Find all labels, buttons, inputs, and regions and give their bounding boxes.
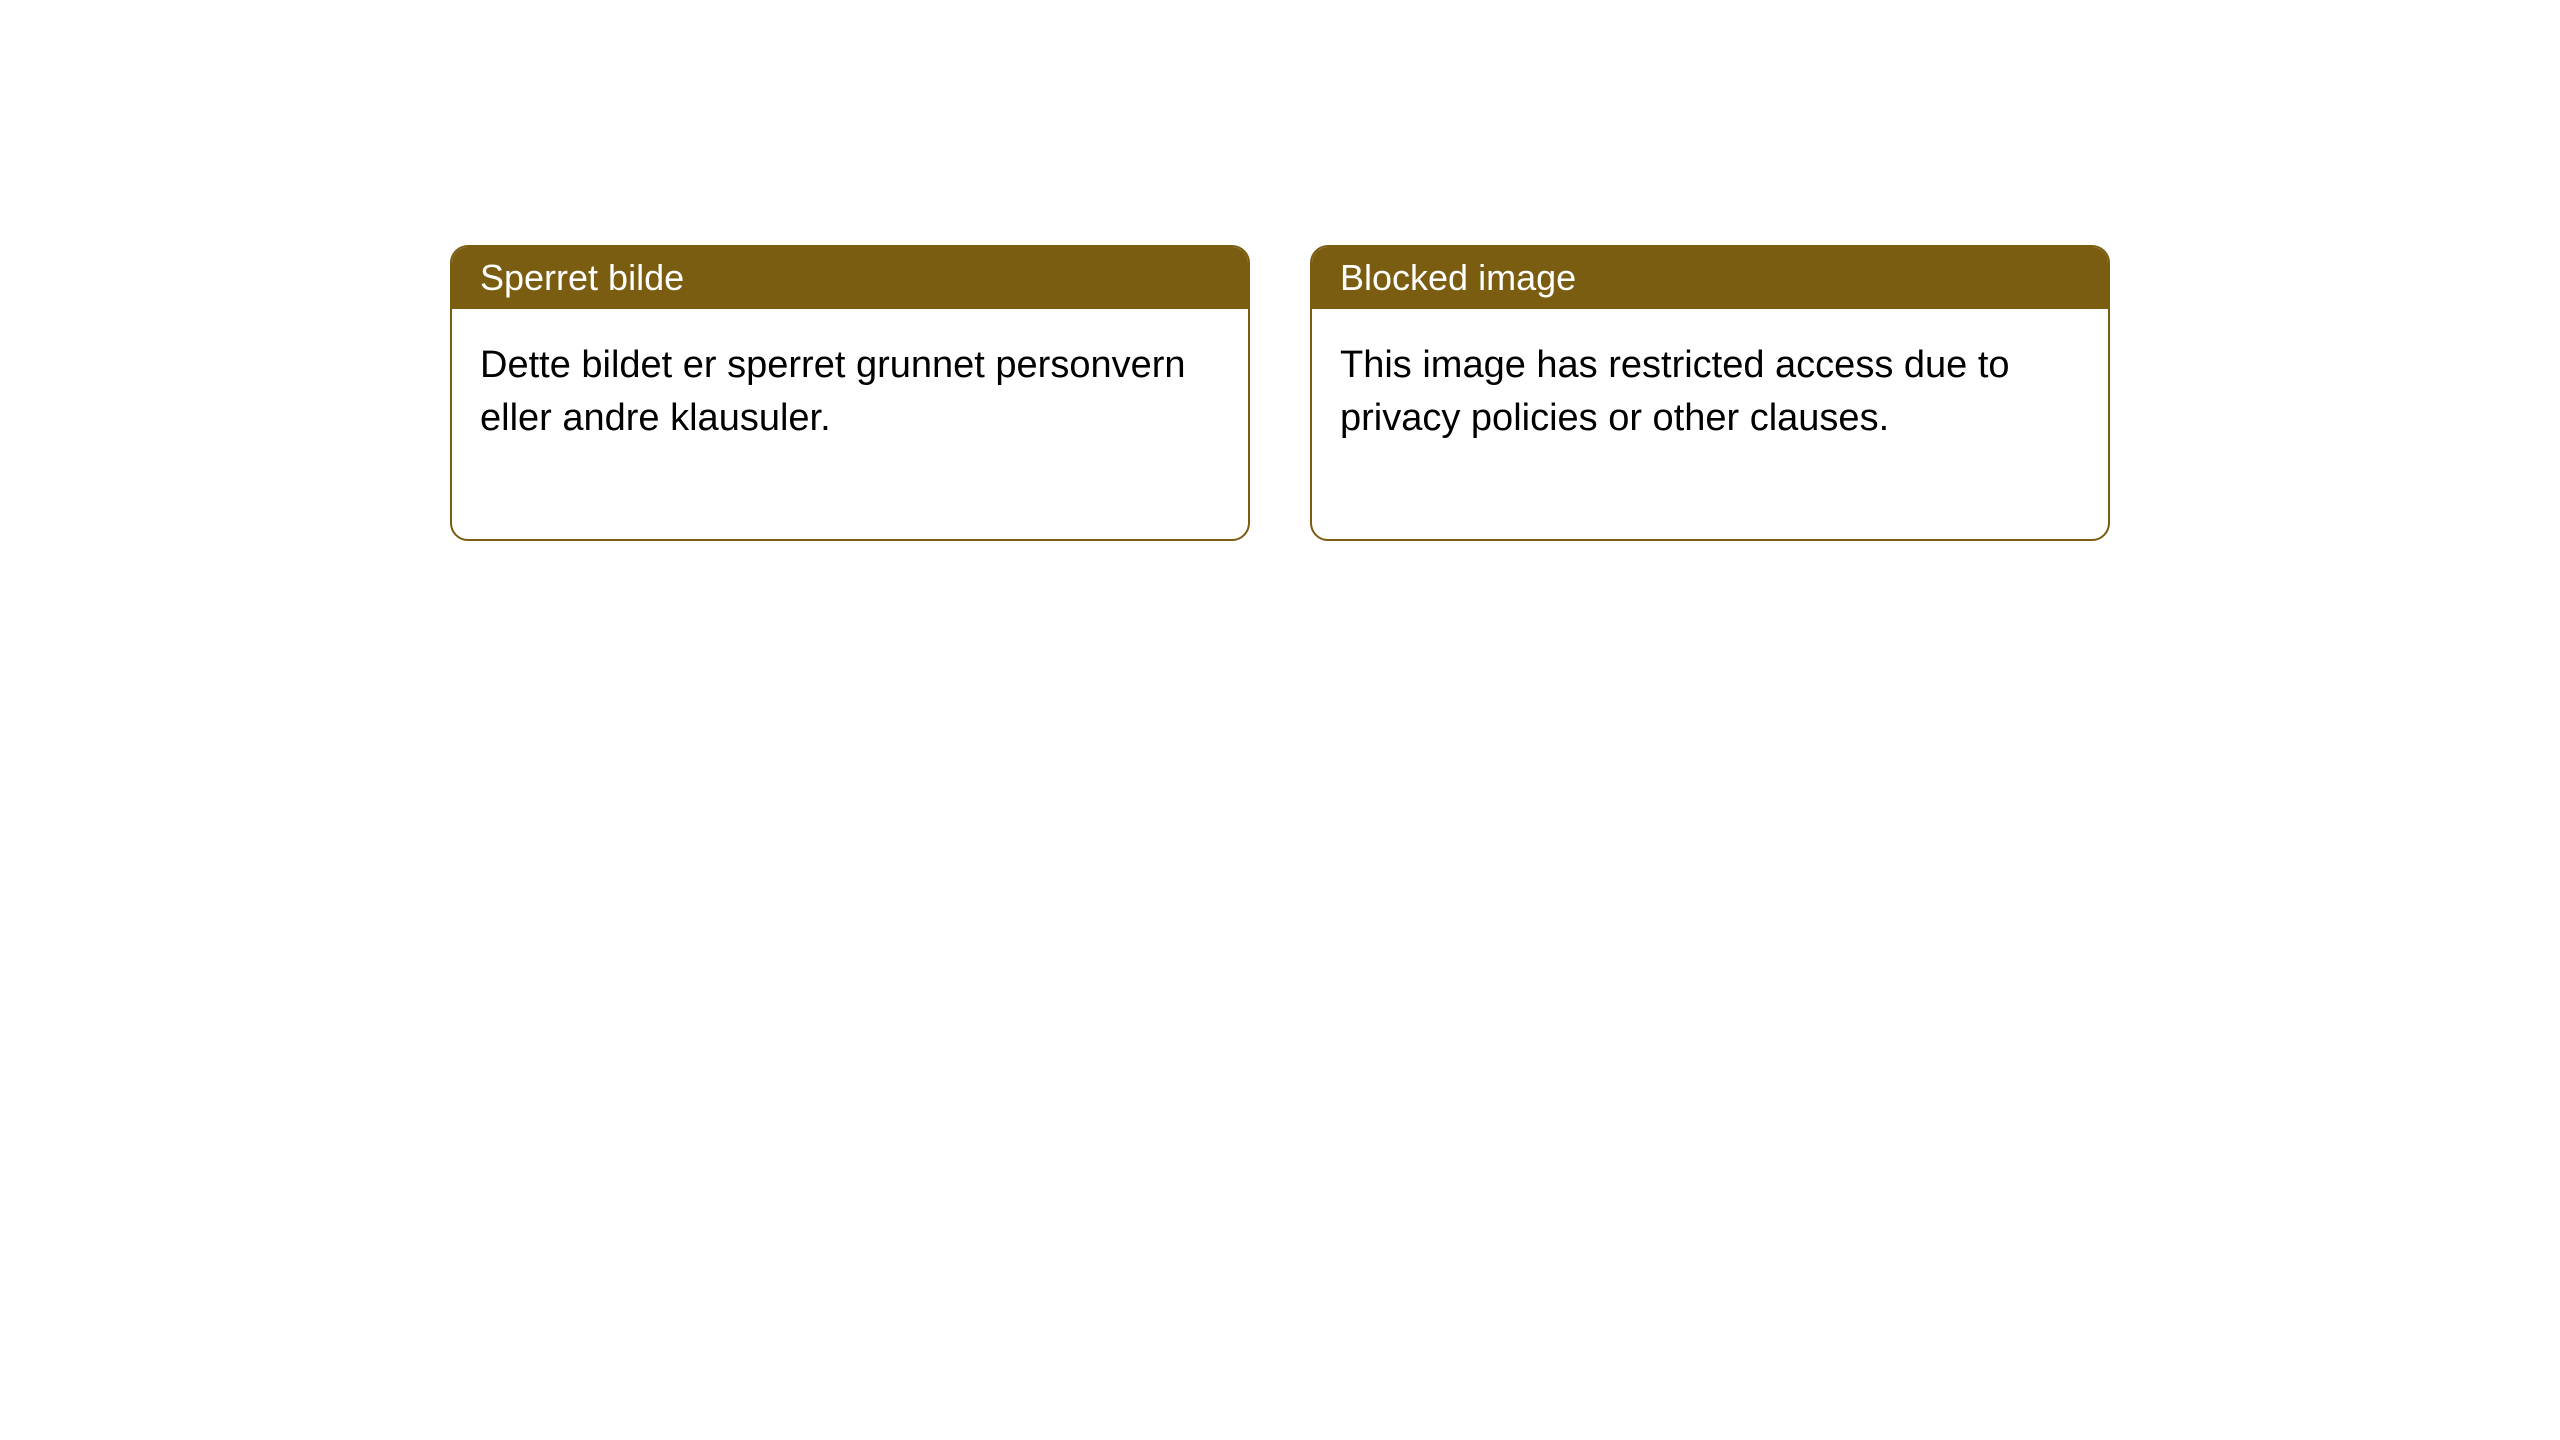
notice-header: Sperret bilde [452,247,1248,309]
notice-text: Dette bildet er sperret grunnet personve… [480,344,1186,439]
notice-card-english: Blocked image This image has restricted … [1310,245,2110,541]
notice-body: This image has restricted access due to … [1312,309,2108,539]
notice-header: Blocked image [1312,247,2108,309]
notice-container: Sperret bilde Dette bildet er sperret gr… [450,245,2110,541]
notice-title: Sperret bilde [480,257,684,298]
notice-card-norwegian: Sperret bilde Dette bildet er sperret gr… [450,245,1250,541]
notice-title: Blocked image [1340,257,1576,298]
notice-body: Dette bildet er sperret grunnet personve… [452,309,1248,539]
notice-text: This image has restricted access due to … [1340,344,2010,439]
